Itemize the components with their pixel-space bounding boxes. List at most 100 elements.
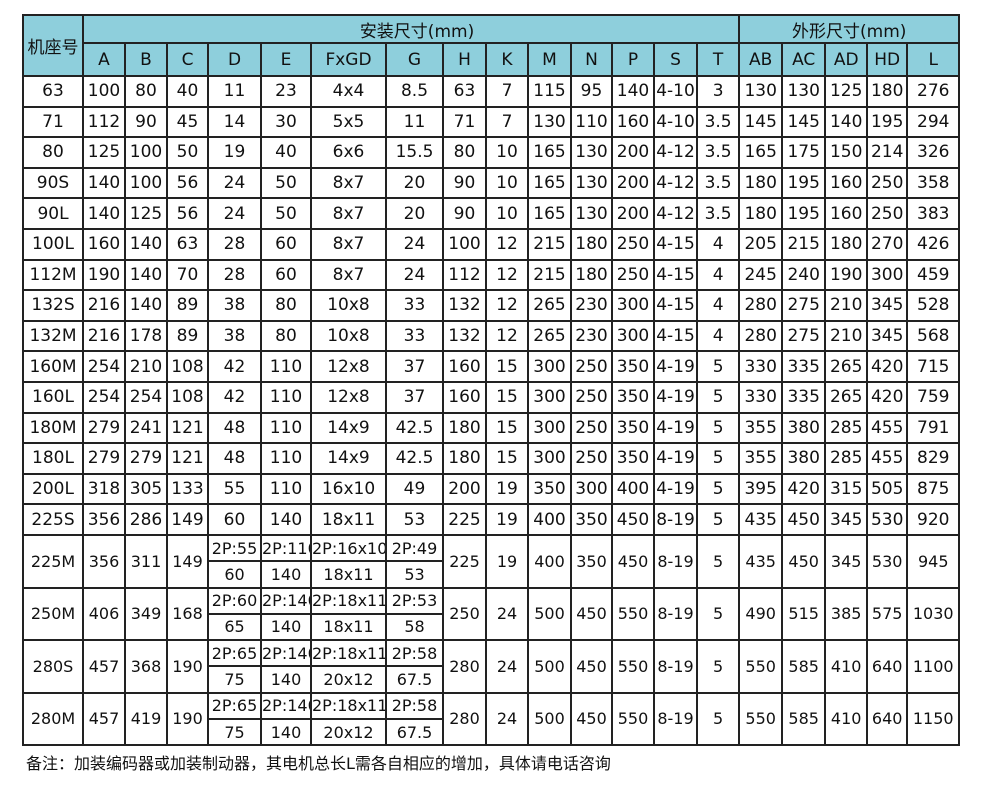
frame-cell: 225S <box>22 503 84 536</box>
cell: 140 <box>260 665 312 694</box>
cell: 4-15 <box>653 319 698 353</box>
cell: 130 <box>781 75 827 108</box>
frame-cell: 90L <box>22 197 84 230</box>
cell: 75 <box>207 665 262 694</box>
cell: 300 <box>527 380 572 414</box>
cell: 2P:18x11 <box>310 639 387 668</box>
cell: 19 <box>485 472 529 506</box>
cell: 89 <box>166 319 209 353</box>
cell: 160 <box>442 380 487 414</box>
cell: 715 <box>906 350 961 383</box>
table-row-sub: 65 140 18x11 58 <box>23 612 959 642</box>
cell: 4-19 <box>653 472 698 506</box>
cell: 640 <box>866 691 909 747</box>
cell: 230 <box>570 289 613 322</box>
cell: 350 <box>611 350 655 383</box>
cell: 435 <box>738 533 784 589</box>
cell: 426 <box>906 227 961 261</box>
cell: 45 <box>166 105 209 139</box>
cell: 160 <box>442 350 487 383</box>
cell: 5 <box>695 380 741 414</box>
cell: 640 <box>866 639 909 694</box>
cell: 5 <box>695 411 741 445</box>
cell: 315 <box>824 472 869 506</box>
cell: 349 <box>124 586 168 642</box>
cell: 10 <box>485 136 529 169</box>
column-header-hd: HD <box>866 42 909 77</box>
cell: 345 <box>866 319 909 353</box>
cell: 110 <box>260 472 312 506</box>
cell: 15 <box>485 411 529 445</box>
cell: 395 <box>738 472 784 506</box>
cell: 515 <box>781 586 827 642</box>
cell: 180 <box>442 442 487 475</box>
cell: 20x12 <box>310 665 387 694</box>
cell: 410 <box>824 691 869 747</box>
cell: 112 <box>82 105 126 139</box>
cell: 100 <box>124 136 168 169</box>
cell: 406 <box>82 586 126 642</box>
cell: 2P:140 <box>260 691 312 720</box>
cell: 65 <box>207 612 262 642</box>
cell: 33 <box>385 289 444 322</box>
frame-cell: 100L <box>22 227 84 261</box>
cell: 500 <box>527 639 572 694</box>
cell: 71 <box>442 105 487 139</box>
cell: 15 <box>485 380 529 414</box>
cell: 140 <box>260 717 312 747</box>
cell: 920 <box>906 503 961 536</box>
cell: 1030 <box>906 586 961 642</box>
cell: 355 <box>738 411 784 445</box>
cell: 2P:110 <box>260 533 312 563</box>
table-row: 90S 140 100 56 24 50 8x7 20 90 10 165 130 200 4-12 3.5… <box>22 166 961 200</box>
cell: 5 <box>695 472 741 506</box>
cell: 2P:18x11 <box>310 691 387 720</box>
footnote: 备注：加装编码器或加装制动器，其电机总长L需各自相应的增加，具体请电话咨询 <box>26 754 611 773</box>
cell: 10 <box>485 166 529 200</box>
frame-cell: 280S <box>22 639 84 694</box>
cell: 5 <box>695 503 741 536</box>
cell: 165 <box>527 197 572 230</box>
cell: 8x7 <box>310 166 387 200</box>
cell: 4-19 <box>653 442 698 475</box>
cell: 275 <box>781 319 827 353</box>
column-header-s: S <box>653 42 698 77</box>
install-dimensions-header: 安装尺寸(mm) <box>81 14 741 44</box>
cell: 60 <box>260 258 312 292</box>
cell: 100 <box>124 166 168 200</box>
cell: 275 <box>781 289 827 322</box>
cell: 80 <box>124 75 168 108</box>
cell: 80 <box>260 319 312 353</box>
cell: 140 <box>82 166 126 200</box>
cell: 300 <box>866 258 909 292</box>
cell: 250 <box>611 227 655 261</box>
cell: 133 <box>166 472 209 506</box>
cell: 5 <box>695 350 741 383</box>
cell: 28 <box>207 258 262 292</box>
cell: 30 <box>260 105 312 139</box>
cell: 280 <box>442 639 487 694</box>
frame-cell: 63 <box>22 75 84 108</box>
cell: 12 <box>485 227 529 261</box>
outline-dimensions-header: 外形尺寸(mm) <box>738 14 961 44</box>
cell: 42.5 <box>385 411 444 445</box>
table-row: 200L 318 305 133 55 110 16x10 49 200 19 350 300 400 4… <box>22 472 961 506</box>
cell: 225 <box>442 533 487 589</box>
cell: 140 <box>611 75 655 108</box>
cell: 24 <box>385 227 444 261</box>
cell: 24 <box>485 639 529 694</box>
cell: 250 <box>570 442 613 475</box>
cell: 505 <box>866 472 909 506</box>
cell: 180 <box>738 197 784 230</box>
cell: 250 <box>570 411 613 445</box>
table-row: 80 125 100 50 19 40 6x6 15.5 80 10 165 130 200 4-12 3.… <box>22 136 961 169</box>
table-row: 180M 279 241 121 48 110 14x9 42.5 180 15 300 250 350… <box>22 411 961 445</box>
cell: 4 <box>695 289 741 322</box>
cell: 160 <box>82 227 126 261</box>
cell: 140 <box>260 503 312 536</box>
cell: 457 <box>82 691 126 747</box>
cell: 305 <box>124 472 168 506</box>
column-header-d: D <box>207 42 262 77</box>
cell: 10x8 <box>310 289 387 322</box>
cell: 140 <box>824 105 869 139</box>
